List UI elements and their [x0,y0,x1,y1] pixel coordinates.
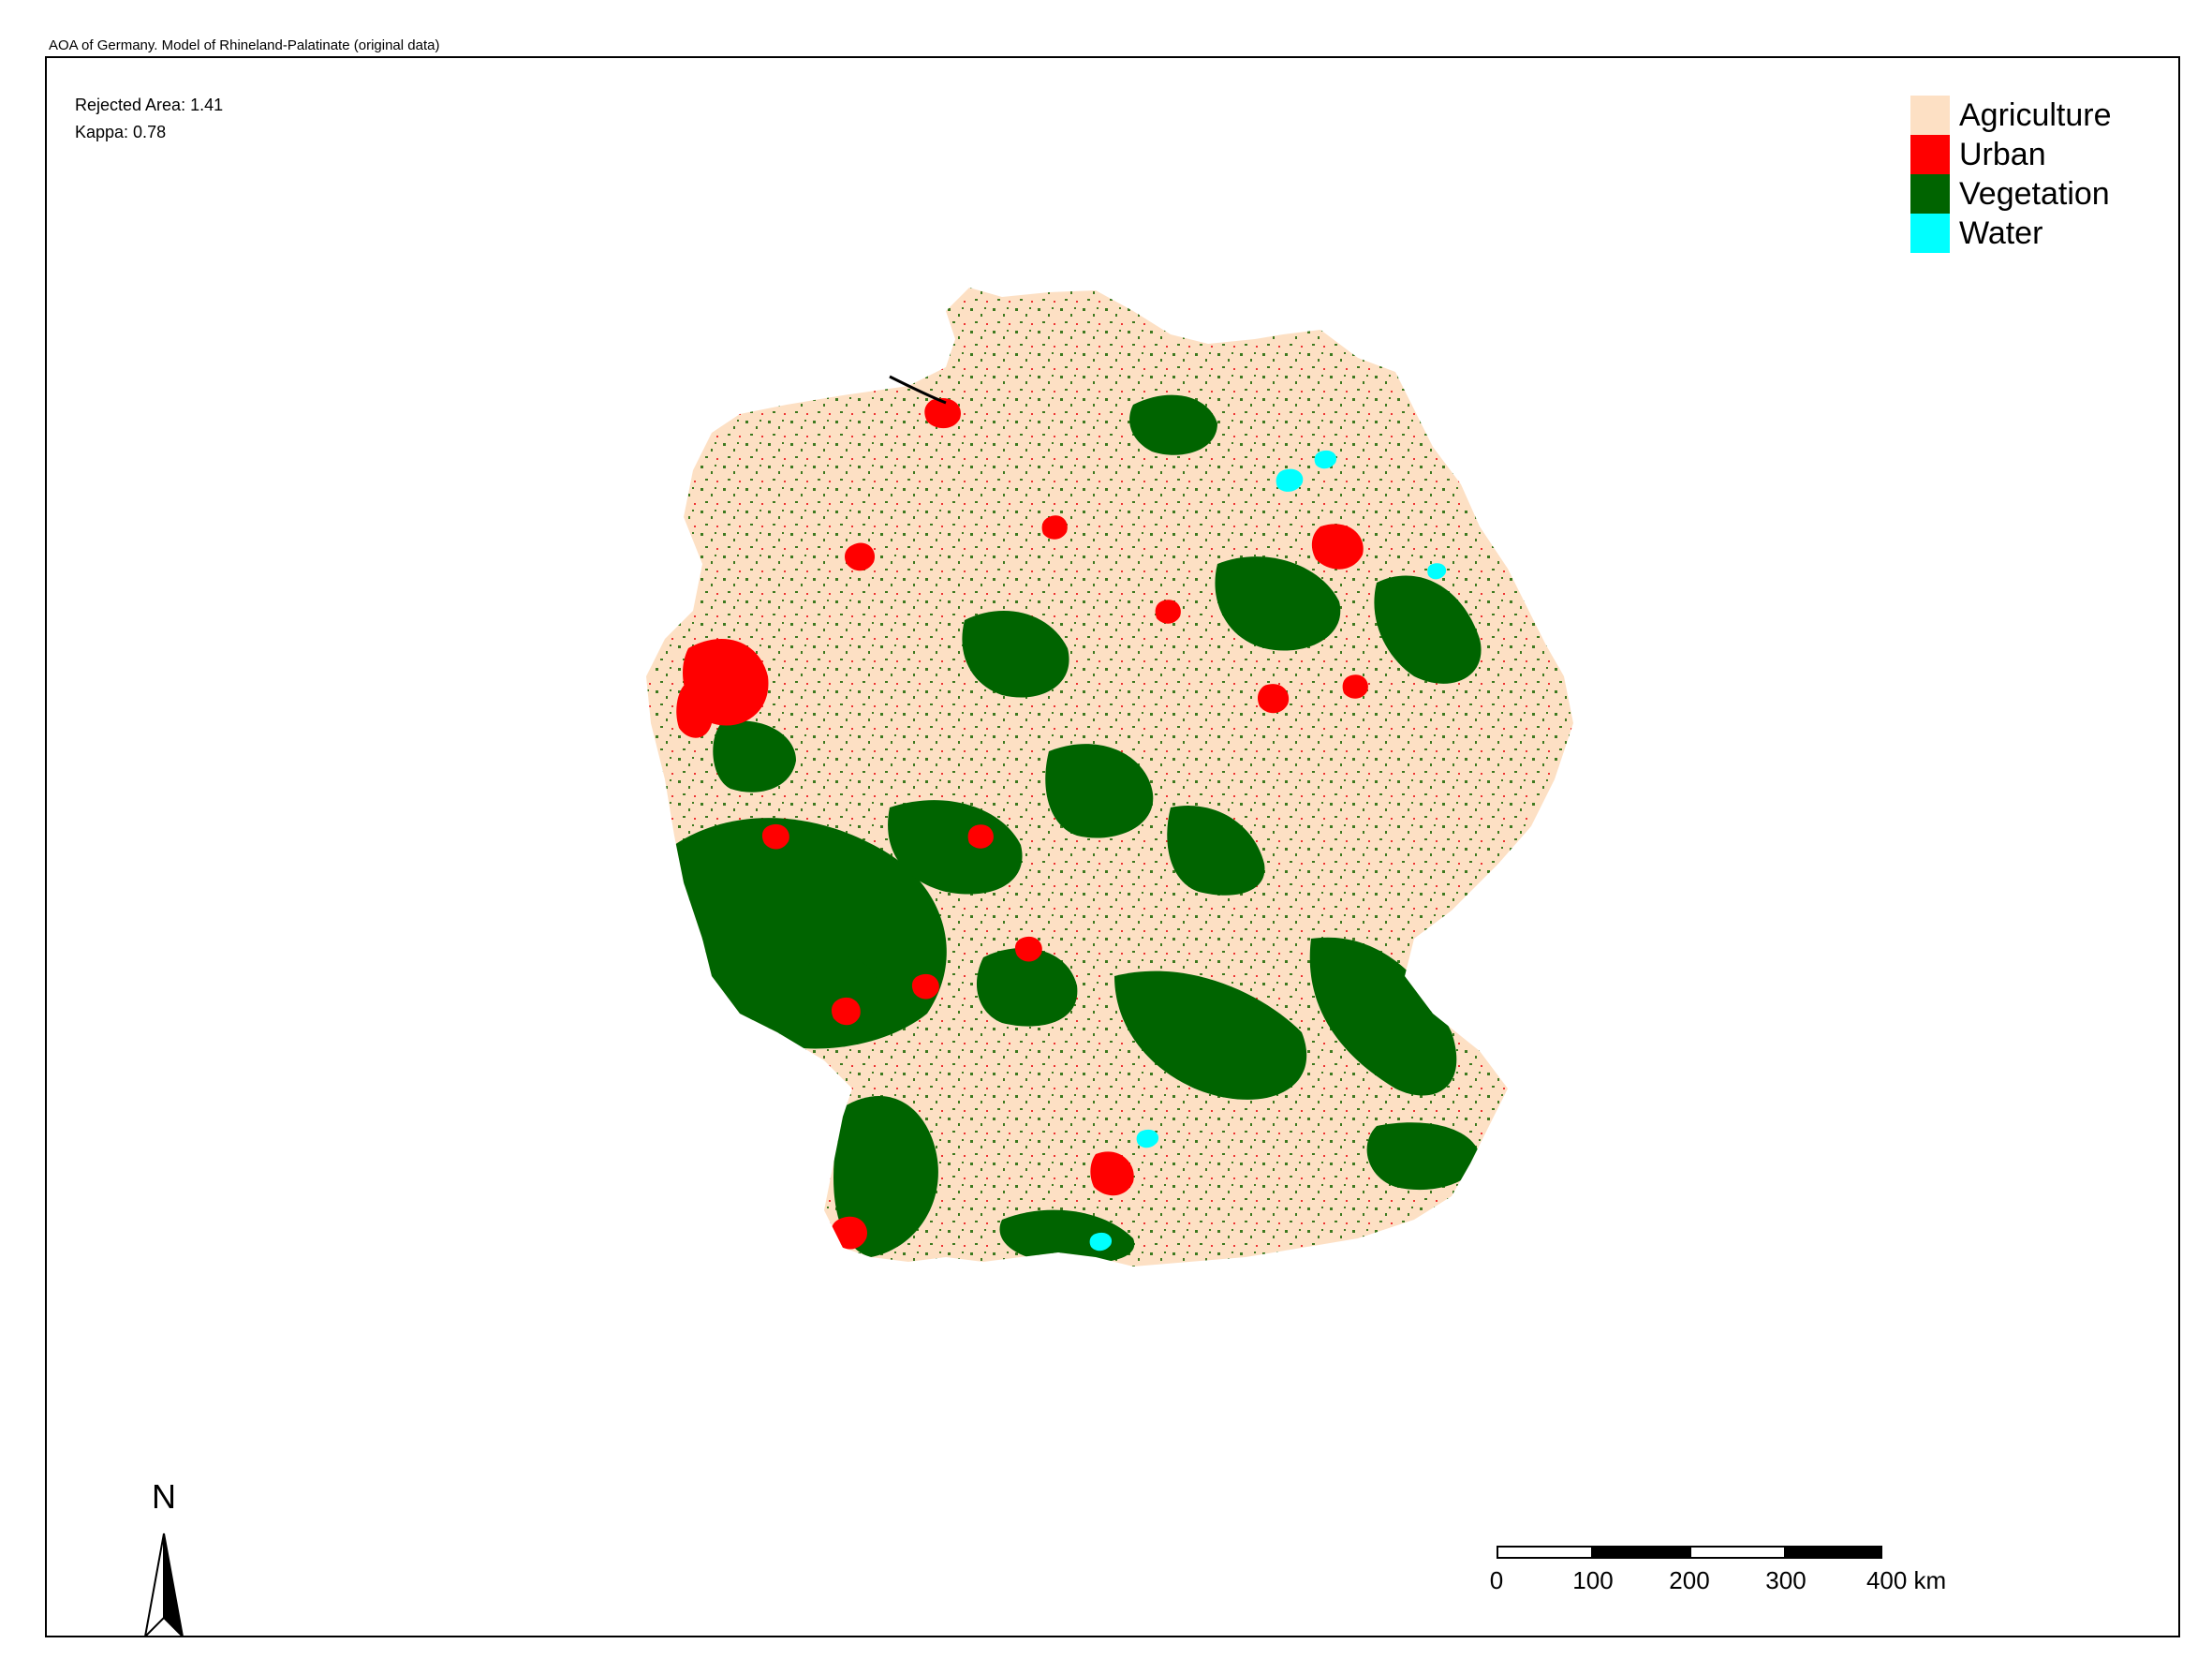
north-letter: N [152,1477,176,1516]
scale-bar: 0 100 200 300 400 km [1490,1546,2133,1602]
stats-panel: Rejected Area: 1.41 Kappa: 0.78 [75,92,223,146]
scale-tick-300: 300 [1765,1566,1806,1594]
water-patches [1089,450,1447,1252]
legend-swatch-urban [1910,135,1950,174]
scale-segment-4 [1786,1546,1882,1559]
scale-segment-1 [1497,1546,1593,1559]
scale-tick-400: 400 km [1865,1566,1947,1594]
legend-label-water: Water [1959,215,2043,251]
vegetation-patches [672,394,1482,1264]
legend-item-urban: Urban [1910,135,2112,174]
urban-patches [676,397,1368,1250]
kappa-text: Kappa: 0.78 [75,123,167,141]
legend-label-agriculture: Agriculture [1959,97,2112,133]
legend-item-agriculture: Agriculture [1910,96,2112,135]
legend-swatch-water [1910,214,1950,253]
legend-swatch-vegetation [1910,174,1950,214]
scale-tick-200: 200 [1669,1566,1710,1594]
map-land-area [646,288,1573,1266]
north-arrow: N [117,1477,229,1636]
map-frame: Rejected Area: 1.41 Kappa: 0.78 Agricult… [45,56,2180,1637]
legend-label-urban: Urban [1959,137,2046,172]
scale-segment-2 [1593,1546,1689,1559]
scale-tick-0: 0 [1489,1566,1504,1594]
legend-item-water: Water [1910,214,2112,253]
scale-tick-100: 100 [1572,1566,1614,1594]
legend-label-vegetation: Vegetation [1959,176,2110,212]
legend-swatch-agriculture [1910,96,1950,135]
page-title: AOA of Germany. Model of Rhineland-Palat… [49,37,440,53]
scale-segment-3 [1689,1546,1786,1559]
rejected-area-text: Rejected Area: 1.41 [75,96,224,114]
river-line [889,375,947,405]
land-cover-map [646,288,1573,1266]
north-arrow-icon [144,1533,184,1636]
legend-item-vegetation: Vegetation [1910,174,2112,214]
legend: Agriculture Urban Vegetation Water [1910,96,2112,253]
